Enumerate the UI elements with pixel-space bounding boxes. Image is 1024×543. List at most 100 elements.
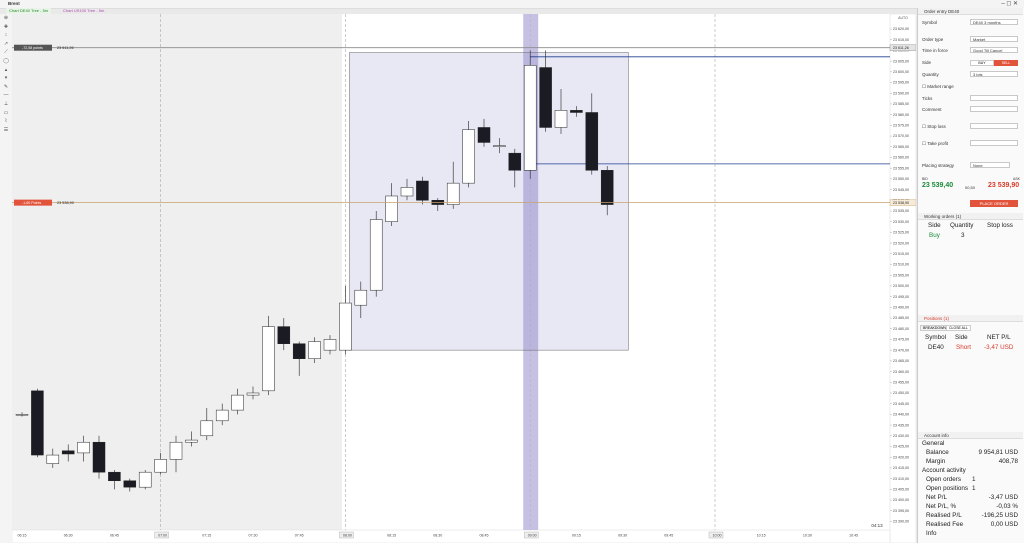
candle-body [369, 219, 383, 291]
label: Take profit [927, 141, 948, 146]
candle-body [277, 326, 291, 344]
window-controls[interactable]: – ◻ ✕ [1001, 1, 1018, 7]
y-tick-label: 23 430,00 [893, 434, 909, 438]
candle-body [416, 180, 429, 201]
candle-body [108, 471, 121, 482]
cell[interactable]: Buy [929, 232, 940, 239]
label: Stop loss [927, 124, 946, 129]
placing-select[interactable]: None [970, 162, 1010, 168]
column-header: NET P/L [987, 334, 1011, 341]
quantity-input[interactable]: 3 lots [970, 71, 1018, 77]
x-tick-label: 08:15 [387, 534, 396, 538]
candle-body [169, 441, 183, 460]
price-tag: -1,60 Points [22, 201, 41, 205]
buy-button[interactable]: BUY [970, 60, 994, 66]
label: Comment [922, 107, 942, 112]
candle-body [200, 420, 214, 437]
tab[interactable]: Chart DE40 Tree - 5m [6, 8, 52, 14]
y-tick-label: 23 620,00 [893, 27, 909, 31]
y-tick-label: 23 500,00 [893, 284, 909, 288]
stop-loss-input[interactable] [970, 123, 1018, 129]
title-bar [0, 0, 1024, 9]
y-tick-label: 23 525,00 [893, 231, 909, 235]
tif-select[interactable]: Good Till Cancel [970, 47, 1018, 53]
x-tick-label: 06:15 [18, 534, 27, 538]
section-header: Account activity [922, 467, 966, 474]
sell-button[interactable]: SELL [994, 60, 1018, 66]
x-tick-label: 07:15 [202, 534, 211, 538]
comment-input[interactable] [970, 106, 1018, 112]
candle-body [570, 110, 583, 113]
candle-body [123, 480, 137, 488]
cell[interactable]: -3,47 USD [984, 344, 1014, 351]
y-tick-label: 23 405,00 [893, 488, 909, 492]
time-axis [12, 529, 891, 543]
y-tick-label: 23 490,00 [893, 306, 909, 310]
ask-price[interactable]: 23 539,90 [988, 182, 1020, 189]
y-tick-label: 23 485,00 [893, 316, 909, 320]
y-tick-label: 23 605,00 [893, 59, 909, 63]
x-tick-label: 08:45 [480, 534, 489, 538]
row-value: -196,25 USD [981, 512, 1018, 519]
y-tick-label: 23 530,00 [893, 220, 909, 224]
breakdown-button[interactable]: BREAKDOWN [920, 325, 949, 331]
row-value: 408,78 [998, 458, 1018, 465]
x-tick-label: 10:00 [713, 534, 722, 538]
bid-price[interactable]: 23 539,40 [922, 182, 954, 189]
candle-body [323, 339, 337, 351]
label: BID [922, 177, 928, 181]
cell[interactable]: DE40 [928, 344, 944, 351]
tab[interactable]: Chart US100 Tree - 5m [63, 8, 105, 13]
label: Time in force [922, 48, 948, 53]
y-tick-label: 23 590,00 [893, 91, 909, 95]
row-label: Net P/L [926, 494, 947, 501]
place-order-button[interactable]: PLACE ORDER [970, 200, 1018, 207]
panel-header: Account info [918, 432, 1023, 439]
y-tick-label: 23 555,00 [893, 166, 909, 170]
cell[interactable]: Short [956, 344, 972, 351]
axis-price-box [889, 44, 916, 51]
y-tick-label: 23 470,00 [893, 348, 909, 352]
candle-body [92, 441, 106, 473]
x-tick-label: 08:00 [343, 534, 352, 538]
symbol-select[interactable]: DE40 3 months [970, 19, 1018, 25]
y-tick-label: 23 585,00 [893, 102, 909, 106]
checkbox[interactable]: ☐ Take profit [922, 141, 948, 146]
y-tick-label: 23 440,00 [893, 413, 909, 417]
candle-body [15, 414, 29, 416]
candle-body [308, 341, 321, 359]
label: Quantity [922, 72, 939, 77]
y-tick-label: 23 565,00 [893, 145, 909, 149]
cell[interactable]: 3 [961, 232, 965, 239]
axis-price-label: 23 538,90 [893, 201, 909, 205]
y-tick-label: 23 515,00 [893, 252, 909, 256]
row-label: Margin [926, 458, 946, 465]
price-tag-bg [14, 44, 52, 51]
y-tick-label: 23 420,00 [893, 455, 909, 459]
y-tick-label: 23 400,00 [893, 498, 909, 502]
take-profit-input[interactable] [970, 140, 1018, 146]
checkbox[interactable]: ☐ Market range [922, 84, 954, 89]
y-tick-label: 23 395,00 [893, 509, 909, 513]
label: Placing strategy [922, 163, 955, 168]
spread: 00,50 [965, 185, 976, 190]
y-tick-label: 23 425,00 [893, 445, 909, 449]
section-header[interactable]: Info [926, 530, 937, 537]
label: Ticks [922, 96, 933, 101]
y-tick-label: 23 480,00 [893, 327, 909, 331]
row-label: Realised P/L [926, 512, 962, 519]
x-tick-label: 07:30 [249, 534, 258, 538]
order-type-select[interactable]: Market [970, 36, 1018, 42]
ticks-input[interactable] [970, 95, 1018, 101]
candle-body [493, 145, 506, 147]
y-tick-label: 23 615,00 [893, 38, 909, 42]
close-all-button[interactable]: CLOSE ALL [946, 325, 971, 331]
x-tick-label: 09:30 [618, 534, 627, 538]
label: Order type [922, 37, 944, 42]
candle-body [400, 187, 414, 197]
price-line-label: 23 538,90 [57, 201, 74, 205]
checkbox[interactable]: ☐ Stop loss [922, 124, 946, 129]
candle-body [31, 390, 44, 456]
label: Symbol [922, 20, 938, 25]
